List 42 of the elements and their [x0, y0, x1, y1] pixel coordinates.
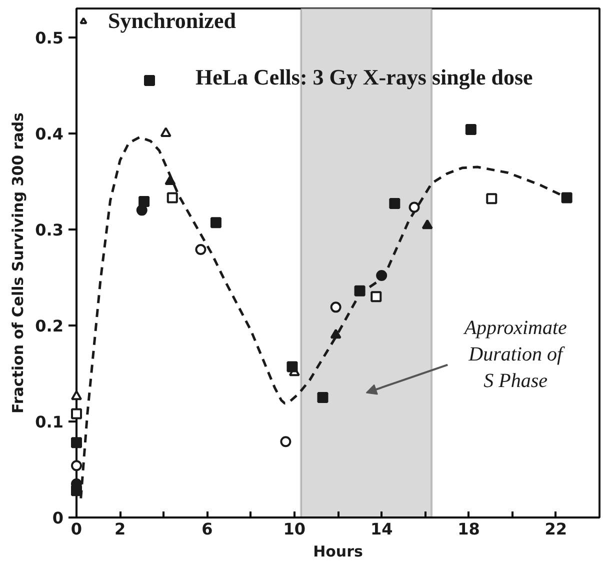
point — [71, 460, 82, 472]
point — [144, 75, 155, 86]
y-tick-label: 0.5 — [35, 28, 64, 48]
point — [354, 285, 366, 296]
point — [370, 291, 382, 302]
point — [486, 193, 498, 204]
point — [71, 437, 82, 448]
legend-label: Synchronized — [108, 8, 236, 34]
point — [286, 361, 298, 372]
point — [389, 198, 400, 209]
point — [280, 436, 292, 448]
point — [317, 392, 328, 403]
point — [160, 127, 172, 137]
point — [210, 217, 222, 228]
x-tick-label: 2 — [114, 520, 126, 538]
point — [408, 202, 420, 213]
point — [71, 408, 82, 420]
text: HeLa Cells: 3 Gy X-rays single dose — [195, 64, 534, 90]
x-axis-title: Hours — [313, 542, 364, 560]
point — [164, 175, 176, 185]
band-label: Approximate Duration of S Phase — [462, 317, 568, 392]
y-tick-label: 0.2 — [35, 316, 64, 336]
x-tick-label: 10 — [283, 520, 306, 538]
point — [71, 390, 82, 400]
point — [422, 219, 433, 230]
point — [136, 204, 148, 216]
point — [561, 192, 572, 204]
point — [138, 196, 150, 208]
x-tick-label: 0 — [70, 520, 82, 538]
point — [330, 328, 342, 339]
point — [376, 270, 388, 281]
x-tick-label: 22 — [544, 520, 568, 538]
point — [465, 124, 476, 136]
point — [166, 192, 178, 204]
x-tick-label: 14 — [370, 520, 393, 538]
point — [330, 302, 342, 313]
x-tick-label: 6 — [202, 520, 213, 538]
y-tick-label: 0.3 — [35, 220, 64, 240]
y-axis-title: Fraction of Cells Surviving 300 rads — [9, 112, 28, 414]
y-tick-label: 0.4 — [35, 124, 64, 144]
y-tick-label: 0.1 — [35, 412, 64, 432]
x-tick-label: 18 — [458, 520, 480, 538]
